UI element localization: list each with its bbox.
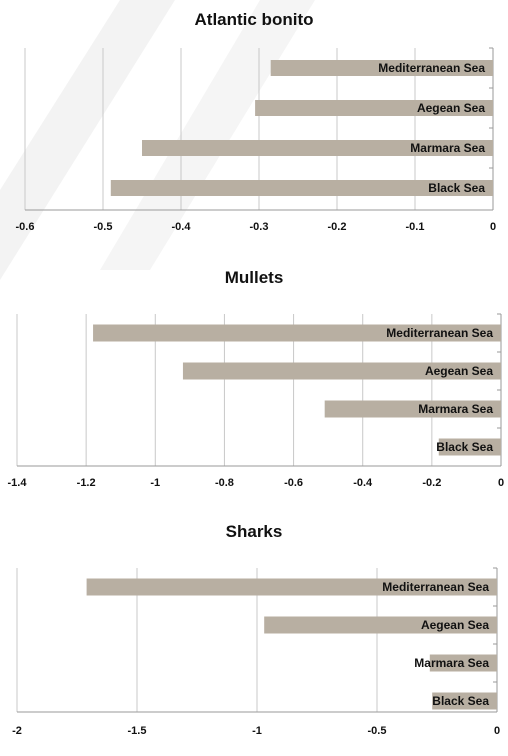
category-label: Aegean Sea [417,101,485,115]
x-tick-label: -0.8 [215,477,234,489]
x-tick-label: 0 [494,725,500,737]
bar [110,180,494,196]
bar [264,616,497,634]
x-tick-label: -0.4 [172,221,192,233]
bar [270,60,493,76]
category-label: Mediterranean Sea [382,580,489,594]
x-tick-label: -1 [150,477,160,489]
bar [93,324,502,342]
x-tick-label: -2 [12,725,22,737]
bar [182,362,501,380]
x-tick-label: -0.2 [328,221,347,233]
x-tick-label: -0.2 [422,477,441,489]
bar [429,654,497,672]
chart-title-mullets: Mullets [224,268,284,287]
category-label: Black Sea [432,694,489,708]
category-label: Marmara Sea [414,656,489,670]
x-tick-label: 0 [498,477,504,489]
x-tick-label: -1.2 [77,477,96,489]
category-label: Mediterranean Sea [386,326,493,340]
x-tick-label: -0.4 [353,477,373,489]
x-tick-label: -1.5 [128,725,147,737]
category-label: Marmara Sea [410,141,485,155]
category-label: Black Sea [436,440,493,454]
x-tick-label: -0.6 [16,221,35,233]
bar [324,400,501,418]
x-tick-label: -0.3 [250,221,269,233]
chart-title-atlantic-bonito: Atlantic bonito [194,10,314,29]
x-tick-label: -1 [252,725,262,737]
bar [86,578,497,596]
category-label: Aegean Sea [421,618,489,632]
x-tick-label: -0.5 [368,725,387,737]
bar [255,100,493,116]
bar [142,140,493,156]
category-label: Aegean Sea [425,364,493,378]
chart-mullets: -1.4 -1.2 -1 -0.8 -0.6 -0.4 -0.2 0 Mediterranean… [8,313,504,489]
category-label: Mediterranean Sea [378,61,485,75]
x-tick-label: -0.5 [94,221,113,233]
chart-atlantic-bonito: -0.6 -0.5 -0.4 -0.3 -0.2 -0.1 0 Mediterranean S… [16,47,496,233]
bar [438,438,501,456]
x-tick-label: -0.6 [284,477,303,489]
x-tick-label: -1.4 [8,477,28,489]
x-tick-label: 0 [490,221,496,233]
bar [432,692,497,710]
category-label: Marmara Sea [418,402,493,416]
category-label: Black Sea [428,181,485,195]
chart-sharks: -2 -1.5 -1 -0.5 0 Mediterranean Sea Aegean Sea… [12,567,500,737]
chart-title-sharks: Sharks [225,522,283,541]
x-tick-label: -0.1 [406,221,425,233]
